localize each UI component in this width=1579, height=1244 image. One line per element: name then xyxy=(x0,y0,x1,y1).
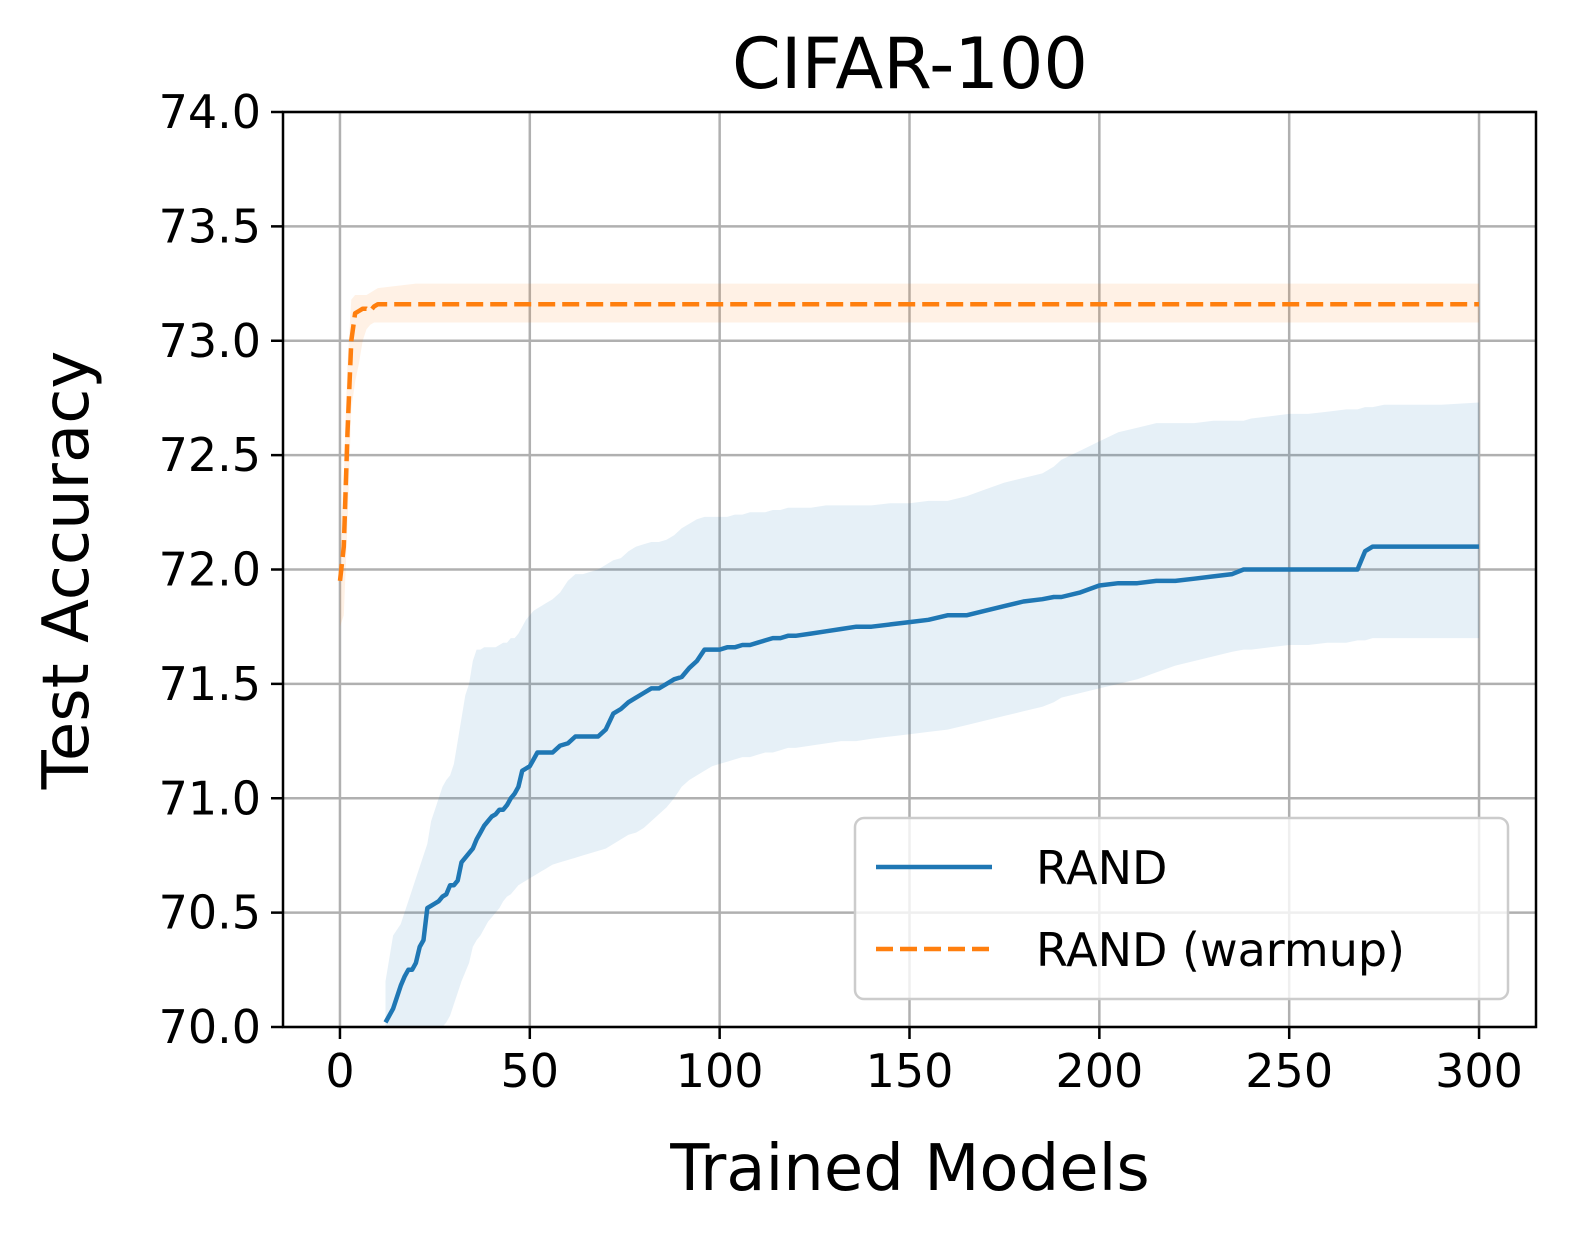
y-tick-label: 73.5 xyxy=(159,199,261,253)
y-tick-label: 70.5 xyxy=(159,886,261,940)
x-tick-label: 150 xyxy=(866,1044,954,1098)
series-band-rand xyxy=(385,402,1479,1027)
y-tick-label: 70.0 xyxy=(159,1000,261,1054)
x-tick-label: 0 xyxy=(325,1044,354,1098)
y-tick-label: 74.0 xyxy=(159,85,261,139)
chart-title: CIFAR-100 xyxy=(732,23,1088,105)
legend-box xyxy=(853,816,1510,1001)
y-tick-label: 72.0 xyxy=(159,543,261,597)
legend: RAND RAND (warmup) xyxy=(853,816,1510,1001)
line-layer xyxy=(337,301,1479,1024)
tick-layer: 0 50 100 150 200 250 300 70.0 70.5 71.0 71.5 72.0 72… xyxy=(159,85,1523,1098)
x-tick-label: 250 xyxy=(1245,1044,1333,1098)
band-layer xyxy=(340,283,1479,1027)
y-tick-label: 71.0 xyxy=(159,771,261,825)
y-axis-label: Test Accuracy xyxy=(30,351,104,791)
x-tick-label: 100 xyxy=(676,1044,764,1098)
series-band-rand-warmup xyxy=(340,283,1479,627)
series-line-rand-warmup xyxy=(337,301,1479,582)
x-axis-label: Trained Models xyxy=(669,1132,1149,1206)
series-line-rand xyxy=(383,544,1479,1024)
y-tick-label: 73.0 xyxy=(159,314,261,368)
x-tick-label: 50 xyxy=(501,1044,560,1098)
legend-label: RAND (warmup) xyxy=(1036,923,1405,977)
x-tick-label: 300 xyxy=(1435,1044,1523,1098)
x-tick-label: 200 xyxy=(1055,1044,1143,1098)
y-tick-label: 72.5 xyxy=(159,428,261,482)
y-tick-label: 71.5 xyxy=(159,657,261,711)
legend-label: RAND xyxy=(1036,841,1167,895)
